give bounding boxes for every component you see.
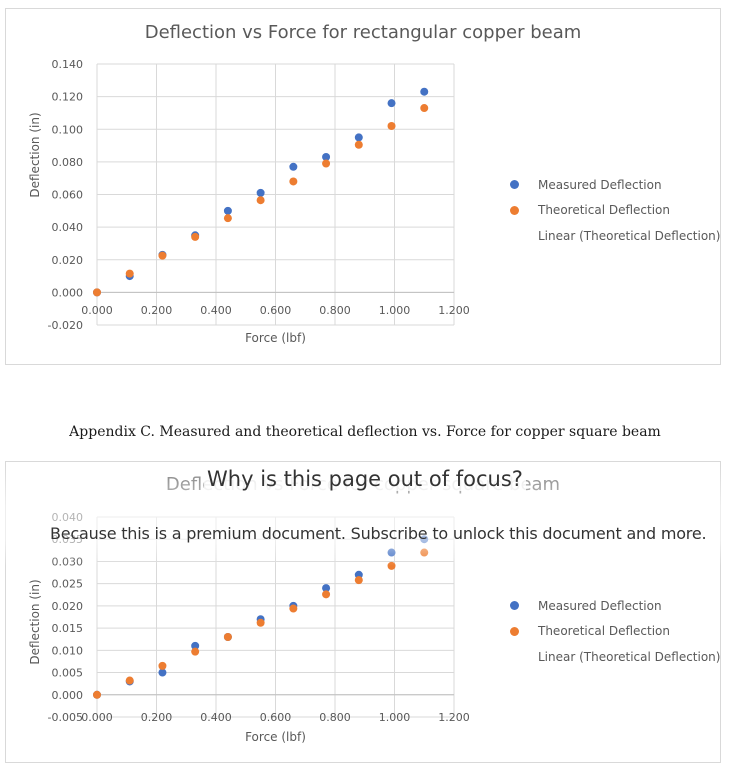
legend-item-theoretical: Theoretical Deflection [506, 619, 720, 645]
measured-point [354, 133, 363, 142]
paywall-heading: Why is this page out of focus? [0, 467, 730, 491]
theoretical-point [289, 604, 298, 613]
deflection-chart-square: Deflection vs Force for copper square be… [5, 461, 721, 763]
y-tick-label: 0.000 [52, 286, 84, 299]
paywall-message: Because this is a premium document. Subs… [50, 524, 707, 543]
y-axis-label: Deflection (in) [28, 112, 42, 197]
scatter-plot: -0.020 0.000 0.020 0.040 0.060 0.080 0.100 0.12… [28, 58, 470, 345]
x-tick-label: 0.600 [260, 711, 292, 724]
legend-item-measured: Measured Deflection [506, 172, 720, 198]
legend-label: Measured Deflection [538, 598, 662, 613]
theoretical-point [322, 590, 331, 599]
y-tick-label: 0.015 [52, 622, 84, 635]
x-tick-label: 1.200 [438, 304, 470, 317]
y-tick-label: 0.025 [52, 578, 84, 591]
measured-point [420, 87, 429, 96]
y-tick-label: 0.100 [52, 123, 84, 136]
x-tick-label: 1.200 [438, 711, 470, 724]
x-tick-label: 0.200 [141, 304, 173, 317]
y-tick-label: -0.020 [48, 319, 83, 332]
y-tick-label: 0.020 [52, 600, 84, 613]
legend-item-measured: Measured Deflection [506, 593, 720, 619]
theoretical-point [93, 288, 101, 297]
x-axis-label: Force (lbf) [245, 331, 306, 345]
legend-label: Theoretical Deflection [538, 203, 670, 218]
measured-marker-icon [510, 601, 519, 611]
legend-label: Theoretical Deflection [538, 624, 670, 639]
legend-item-theoretical: Theoretical Deflection [506, 198, 720, 224]
y-tick-label: 0.140 [52, 58, 84, 71]
theoretical-point [125, 269, 134, 278]
theoretical-point [191, 232, 200, 241]
y-tick-label: 0.060 [52, 189, 84, 202]
theoretical-point [158, 251, 167, 260]
measured-point [223, 206, 232, 215]
legend-item-trendline: Linear (Theoretical Deflection) [506, 223, 720, 249]
x-tick-label: 0.400 [200, 711, 232, 724]
measured-point [387, 99, 396, 108]
theoretical-point [93, 690, 101, 699]
y-axis-label: Deflection (in) [28, 579, 42, 664]
y-tick-label: 0.010 [52, 644, 84, 657]
x-tick-label: 0.200 [141, 711, 173, 724]
y-tick-label: 0.120 [52, 91, 84, 104]
x-tick-label: 0.000 [81, 711, 113, 724]
measured-point [387, 548, 396, 557]
measured-point [322, 584, 331, 593]
y-tick-label: 0.030 [52, 555, 84, 568]
legend-item-trendline: Linear (Theoretical Deflection) [506, 644, 720, 670]
appendix-caption: Appendix C. Measured and theoretical def… [69, 424, 661, 440]
y-tick-label: 0.040 [52, 221, 84, 234]
deflection-chart-rectangular: Deflection vs Force for rectangular copp… [5, 8, 721, 365]
x-axis-label: Force (lbf) [245, 730, 306, 744]
x-tick-label: 0.800 [319, 304, 351, 317]
theoretical-point [289, 177, 298, 186]
theoretical-point [420, 104, 429, 113]
x-tick-label: 1.000 [379, 304, 411, 317]
theoretical-point [223, 633, 232, 641]
measured-point [191, 641, 200, 650]
theoretical-point [256, 618, 265, 627]
y-tick-label: 0.080 [52, 156, 84, 169]
legend-label: Linear (Theoretical Deflection) [538, 228, 721, 243]
measured-point [289, 162, 298, 171]
paywall-heading-text: Why is this page out of focus? [204, 467, 526, 491]
theoretical-point [387, 121, 396, 130]
x-tick-label: 0.600 [260, 304, 292, 317]
theoretical-point [191, 647, 200, 656]
legend-label: Linear (Theoretical Deflection) [538, 649, 721, 664]
chart-legend: Measured Deflection Theoretical Deflecti… [506, 593, 720, 670]
theoretical-marker-icon [510, 205, 519, 215]
y-tick-label: 0.040 [52, 511, 84, 524]
theoretical-marker-icon [510, 626, 519, 636]
chart-title: Deflection vs Force for rectangular copp… [144, 22, 582, 43]
measured-point [322, 152, 331, 161]
y-tick-label: 0.005 [52, 667, 84, 680]
theoretical-point [354, 576, 363, 585]
theoretical-point [420, 548, 429, 557]
theoretical-point [322, 159, 331, 168]
theoretical-point [354, 140, 363, 149]
measured-point [158, 668, 167, 677]
x-tick-label: 0.400 [200, 304, 232, 317]
theoretical-point [158, 661, 167, 670]
theoretical-point [387, 561, 396, 570]
x-tick-label: 1.000 [379, 711, 411, 724]
measured-point [256, 188, 265, 197]
y-tick-label: -0.005 [48, 711, 83, 724]
x-tick-label: 0.800 [319, 711, 351, 724]
chart-legend: Measured Deflection Theoretical Deflecti… [506, 172, 720, 249]
theoretical-point [125, 676, 134, 685]
y-tick-label: 0.020 [52, 254, 84, 267]
legend-label: Measured Deflection [538, 177, 662, 192]
theoretical-point [223, 214, 232, 223]
x-tick-label: 0.000 [81, 304, 113, 317]
measured-marker-icon [510, 180, 519, 190]
y-tick-label: 0.000 [52, 689, 84, 702]
theoretical-point [256, 196, 265, 205]
